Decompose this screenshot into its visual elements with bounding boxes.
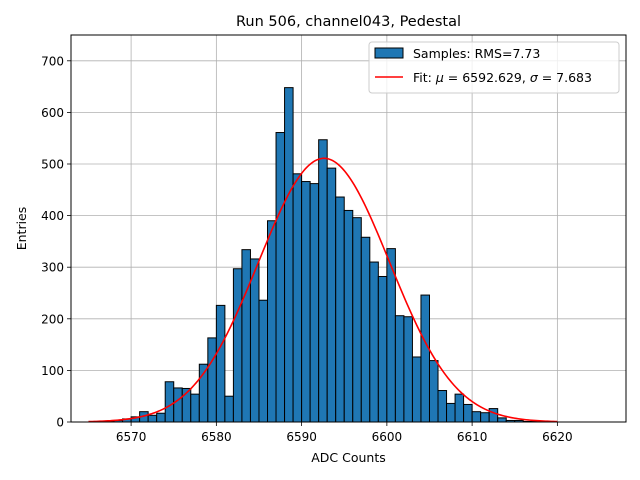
histogram-bar	[232, 268, 243, 423]
histogram-bar	[147, 414, 158, 423]
x-tick-label: 6610	[457, 430, 488, 444]
y-tick-label: 400	[41, 209, 64, 223]
y-tick-label: 100	[41, 364, 64, 378]
histogram-bar	[207, 337, 217, 423]
histogram-bar	[411, 356, 422, 423]
chart-title: Run 506, channel043, Pedestal	[236, 14, 461, 30]
legend-fit-prefix: Fit:	[413, 70, 436, 85]
histogram-bar	[190, 393, 200, 423]
x-tick-label: 6600	[372, 430, 403, 444]
legend-box	[368, 41, 620, 94]
y-axis-label: Entries	[14, 207, 29, 251]
histogram-bar	[437, 390, 448, 423]
histogram-bar	[301, 181, 311, 423]
y-axis-ticks: 0 100 200 300 400 500 600 700	[41, 54, 71, 430]
legend-fit-sigma-value: = 7.683	[538, 70, 592, 85]
histogram-bar	[394, 315, 405, 423]
histogram-bar	[343, 209, 354, 423]
histogram-bar	[420, 294, 430, 423]
histogram-bar	[369, 261, 379, 423]
histogram-bar	[480, 412, 490, 423]
histogram-bar	[360, 236, 371, 423]
legend-fit-mu-symbol: μ	[435, 70, 444, 85]
x-axis-ticks: 6570 6580 6590 6600 6610 6620	[116, 422, 573, 444]
legend-samples-swatch	[374, 47, 404, 59]
axes-frame	[70, 34, 627, 423]
histogram-bar	[471, 411, 482, 423]
y-tick-label: 700	[41, 54, 64, 68]
histogram-bar	[335, 196, 345, 423]
histogram-bar	[454, 393, 465, 423]
y-tick-label: 0	[56, 416, 64, 430]
histogram-bar	[309, 183, 320, 423]
histogram-bar	[241, 249, 251, 423]
legend-samples-label: Samples: RMS=7.73	[413, 46, 540, 61]
histogram-bar	[258, 299, 269, 423]
histogram-bar	[224, 395, 234, 423]
histogram-bar	[428, 360, 439, 423]
y-tick-label: 600	[41, 106, 64, 120]
histogram-bar	[318, 139, 328, 423]
histogram-bar	[173, 387, 183, 423]
histogram-bar	[377, 275, 388, 423]
histogram-bar	[497, 417, 507, 423]
x-tick-label: 6580	[201, 430, 232, 444]
legend: Samples: RMS=7.73 Fit: μ = 6592.629, σ =…	[368, 41, 620, 94]
histogram-bar	[488, 408, 499, 423]
y-tick-label: 200	[41, 312, 64, 326]
histogram-bar	[463, 403, 473, 423]
y-tick-label: 300	[41, 261, 64, 275]
x-tick-label: 6620	[542, 430, 573, 444]
histogram-bar	[267, 220, 277, 423]
histogram-bar	[284, 87, 294, 423]
histogram-bar	[164, 381, 175, 423]
legend-fit-mu-value: = 6592.629,	[444, 70, 530, 85]
plot-area	[70, 34, 627, 423]
histogram-bar	[215, 304, 226, 423]
legend-fit-label: Fit: μ = 6592.629, σ = 7.683	[413, 70, 592, 85]
histogram-bar	[446, 402, 456, 423]
x-axis-label: ADC Counts	[311, 450, 386, 465]
histogram-bar	[156, 412, 166, 423]
histogram-bars	[96, 87, 550, 423]
histogram-bar	[326, 167, 337, 423]
x-tick-label: 6590	[286, 430, 317, 444]
histogram-bar	[275, 132, 286, 423]
histogram-bar	[403, 316, 413, 423]
histogram-bar	[292, 173, 303, 423]
x-tick-label: 6570	[116, 430, 147, 444]
histogram-bar	[249, 258, 260, 423]
gaussian-fit-curve	[88, 157, 558, 423]
legend-fit-sigma-symbol: σ	[530, 70, 539, 85]
histogram-bar	[352, 217, 362, 423]
y-tick-label: 500	[41, 158, 64, 172]
